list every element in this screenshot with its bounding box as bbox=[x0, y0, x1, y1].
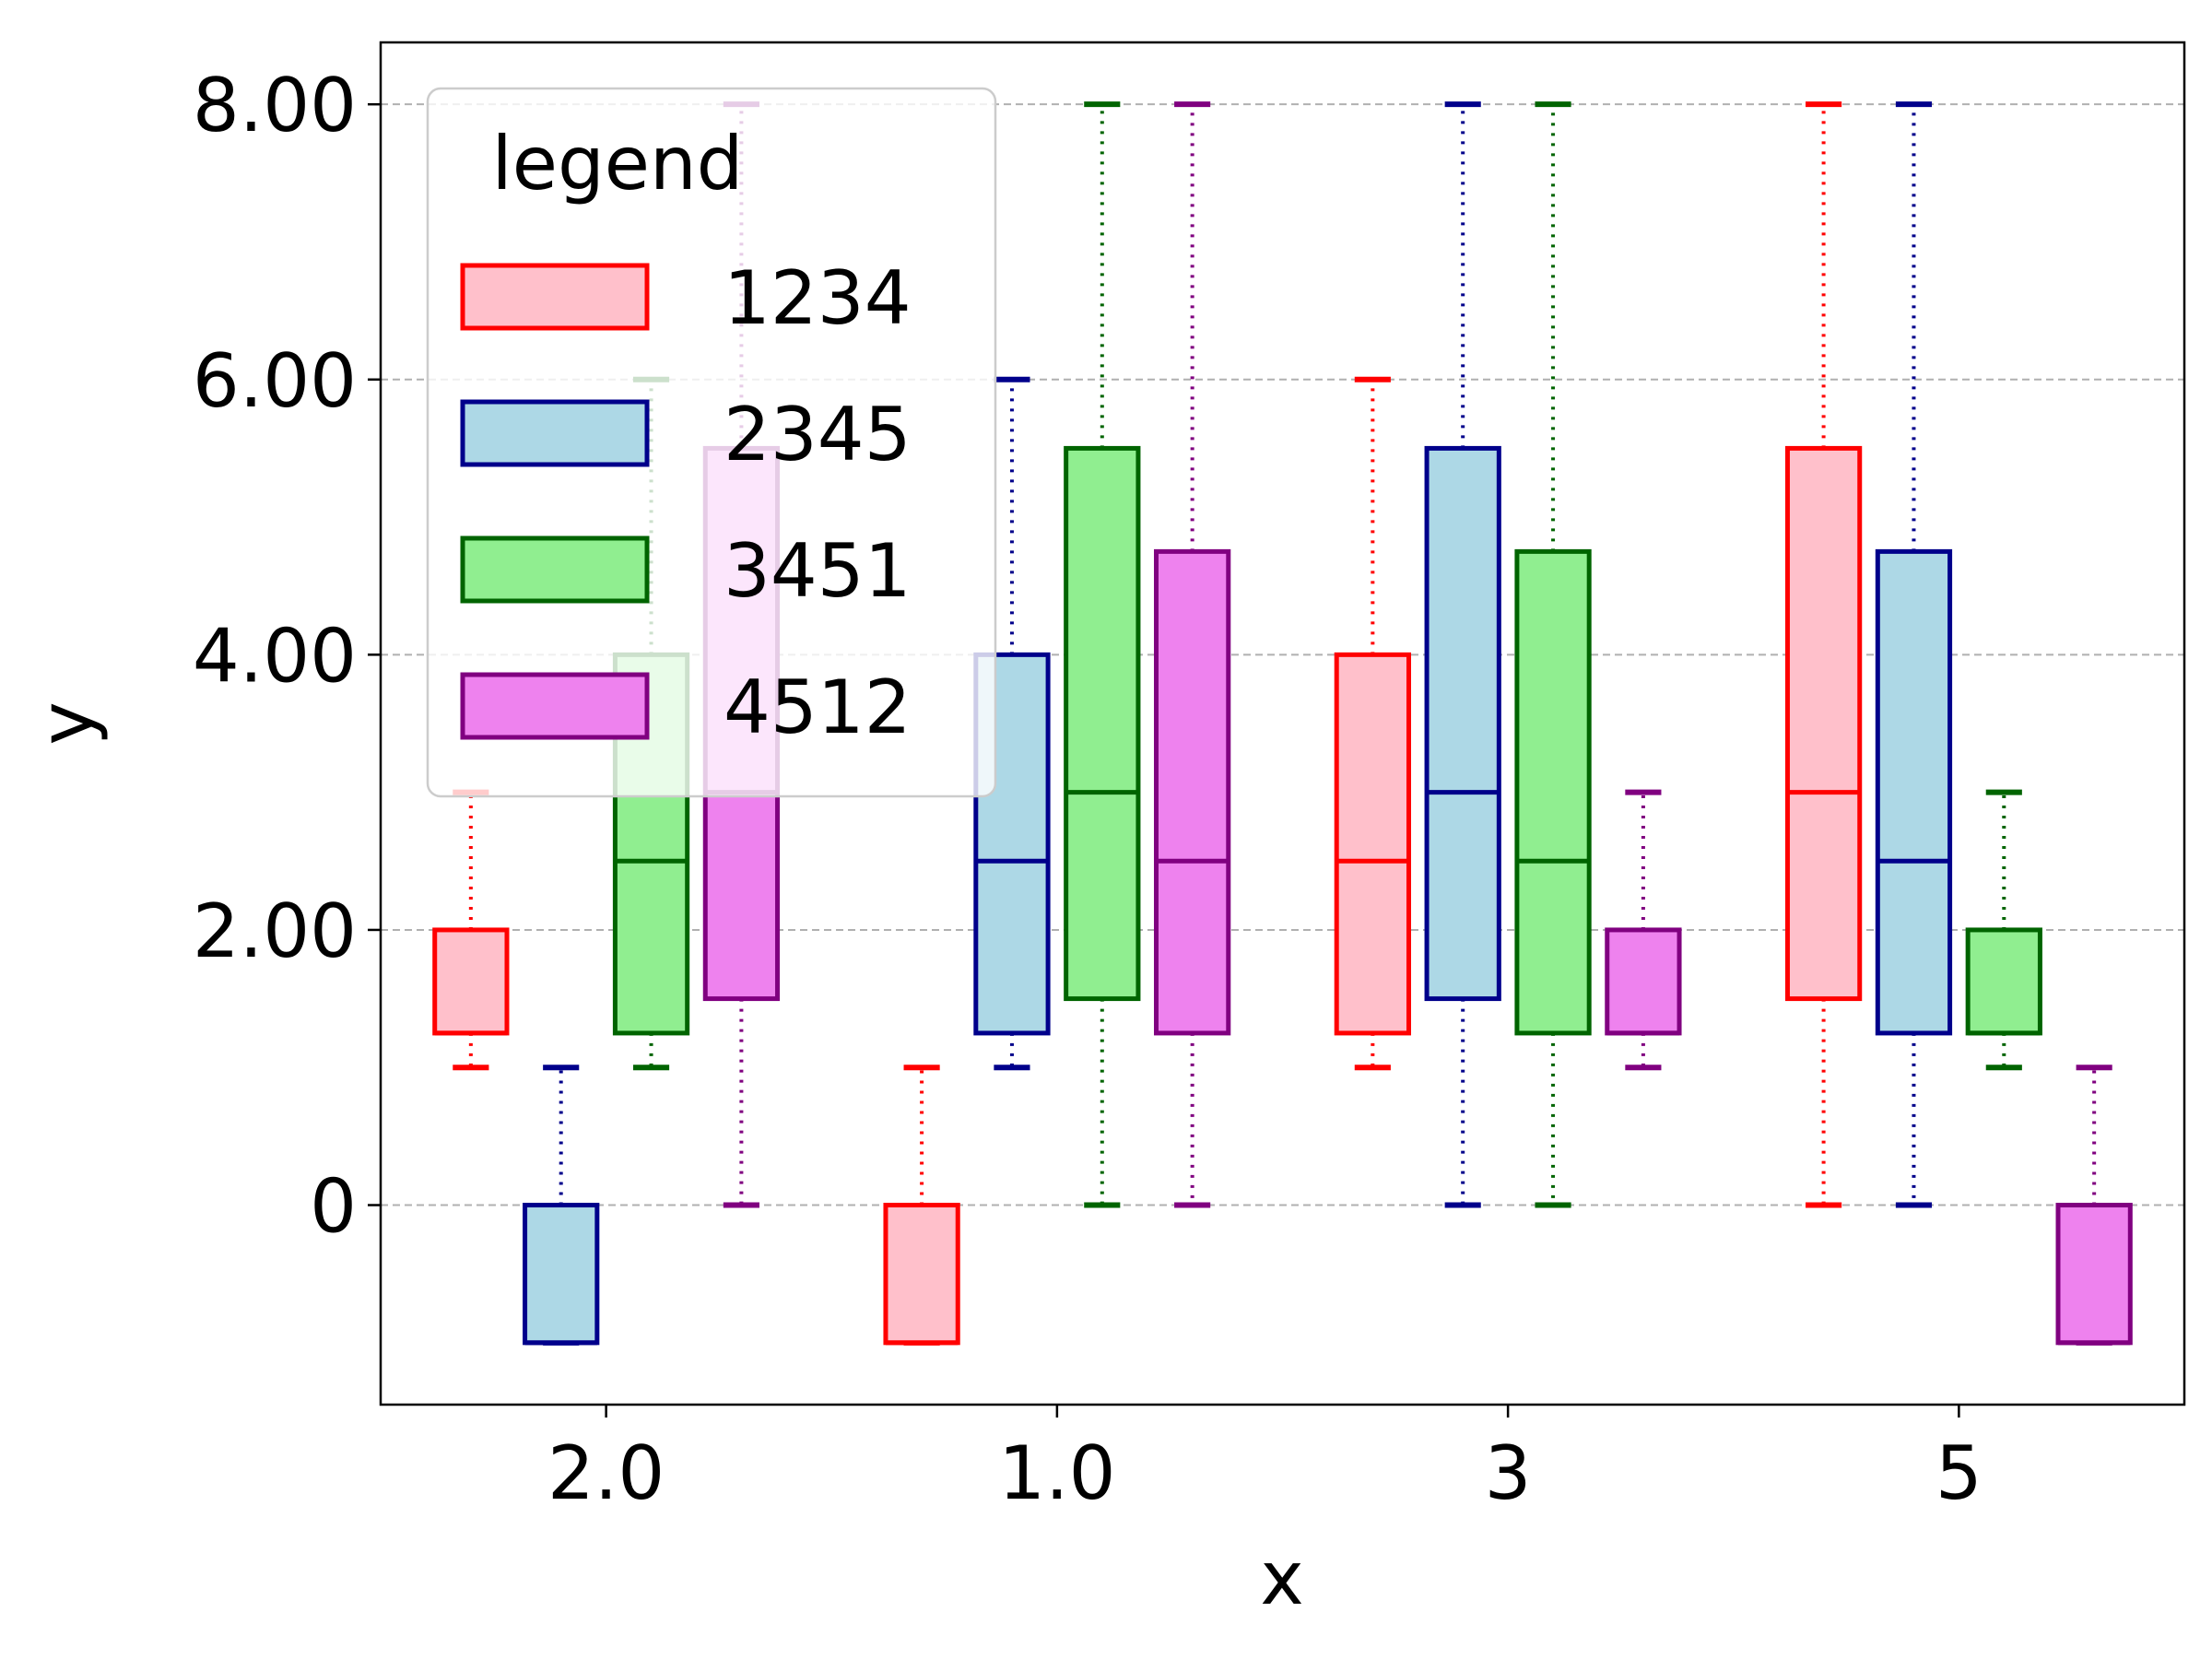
box-4512-1.0 bbox=[1154, 101, 1231, 1208]
legend-title: legend bbox=[492, 121, 744, 206]
iqr-box bbox=[432, 927, 510, 1036]
iqr-box bbox=[1784, 445, 1863, 1002]
box-3451-3 bbox=[1514, 101, 1592, 1208]
legend-label: 1234 bbox=[724, 255, 912, 341]
x-tick-label: 3 bbox=[1485, 1430, 1532, 1516]
iqr-box bbox=[1334, 652, 1411, 1036]
iqr-box bbox=[1605, 927, 1682, 1036]
x-tick-label: 1.0 bbox=[998, 1430, 1115, 1516]
y-axis-label: y bbox=[24, 701, 110, 745]
iqr-box bbox=[1064, 445, 1141, 1002]
y-axis: 0 2.00 4.00 6.00 8.00 bbox=[193, 63, 381, 1250]
x-tick-label: 2.0 bbox=[547, 1430, 665, 1516]
box-3451-1.0 bbox=[1064, 101, 1141, 1208]
x-axis: 2.0 1.0 3 5 bbox=[547, 1405, 1983, 1516]
y-tick-label: 8.00 bbox=[193, 63, 357, 148]
series-1234 bbox=[432, 101, 1863, 1346]
box-1234-1.0 bbox=[883, 1065, 960, 1346]
iqr-box bbox=[1424, 445, 1501, 1002]
legend-label: 4512 bbox=[724, 665, 912, 750]
y-tick-label: 4.00 bbox=[193, 613, 357, 699]
box-4512-5 bbox=[2055, 1065, 2133, 1346]
box-1234-3 bbox=[1334, 376, 1411, 1071]
iqr-box bbox=[1875, 548, 1953, 1036]
box-2345-3 bbox=[1424, 101, 1501, 1208]
legend-swatch-4512 bbox=[460, 672, 650, 740]
y-tick-label: 6.00 bbox=[193, 338, 357, 424]
box-2345-2.0 bbox=[523, 1065, 600, 1346]
iqr-box bbox=[1154, 548, 1231, 1036]
series-2345 bbox=[523, 101, 1953, 1346]
y-tick-label: 2.00 bbox=[193, 888, 357, 974]
legend-label: 2345 bbox=[724, 392, 912, 477]
iqr-box bbox=[883, 1203, 960, 1346]
y-tick-label: 0 bbox=[310, 1164, 357, 1250]
iqr-box bbox=[523, 1203, 600, 1346]
x-axis-label: x bbox=[1260, 1535, 1303, 1621]
x-tick-label: 5 bbox=[1936, 1430, 1983, 1516]
legend-label: 3451 bbox=[724, 528, 912, 614]
box-1234-2.0 bbox=[432, 789, 510, 1071]
legend-swatch-2345 bbox=[460, 399, 650, 467]
iqr-box bbox=[2055, 1203, 2133, 1346]
iqr-box bbox=[1965, 927, 2042, 1036]
legend: legend 1234 2345 3451 4512 bbox=[426, 87, 997, 798]
box-2345-5 bbox=[1875, 101, 1953, 1208]
legend-swatch-1234 bbox=[460, 263, 650, 331]
plot-frame bbox=[379, 41, 2186, 1406]
box-4512-3 bbox=[1605, 789, 1682, 1071]
iqr-box bbox=[1514, 548, 1592, 1036]
box-3451-5 bbox=[1965, 789, 2042, 1071]
legend-swatch-3451 bbox=[460, 535, 650, 604]
box-1234-5 bbox=[1784, 101, 1863, 1208]
